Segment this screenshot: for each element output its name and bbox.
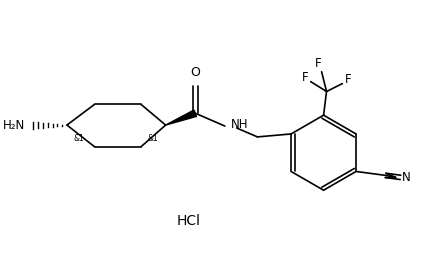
Text: O: O: [190, 66, 200, 79]
Text: H₂N: H₂N: [3, 119, 25, 132]
Text: F: F: [345, 73, 352, 86]
Text: HCl: HCl: [176, 214, 200, 228]
Text: &1: &1: [148, 134, 159, 143]
Polygon shape: [166, 110, 197, 125]
Text: &1: &1: [74, 134, 85, 143]
Text: NH: NH: [231, 118, 248, 131]
Text: N: N: [401, 171, 410, 184]
Text: F: F: [301, 71, 308, 84]
Text: F: F: [315, 57, 322, 70]
